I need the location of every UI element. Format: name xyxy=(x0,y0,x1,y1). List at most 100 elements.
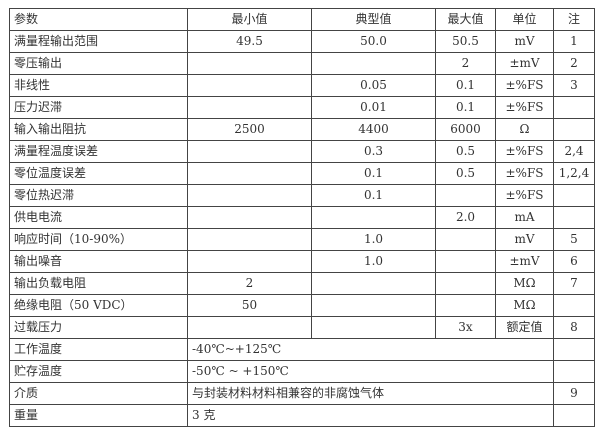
cell-max: 2.0 xyxy=(435,206,496,229)
table-row: 输入输出阻抗 2500 4400 6000 Ω xyxy=(9,118,595,141)
cell-param: 工作温度 xyxy=(9,338,188,361)
header-row: 参数 最小值 典型值 最大值 单位注 xyxy=(9,8,595,31)
table-row: 零位热迟滞 0.1 ±%FS xyxy=(9,184,595,207)
cell-param: 零位热迟滞 xyxy=(9,184,188,207)
cell-note: 2,4 xyxy=(553,140,595,163)
cell-note: 9 xyxy=(553,382,595,405)
cell-typ: 1.0 xyxy=(311,250,436,273)
cell-param: 贮存温度 xyxy=(9,360,188,383)
cell-typ xyxy=(311,272,436,295)
cell-min xyxy=(187,206,312,229)
cell-param: 满量程输出范围 xyxy=(9,30,188,53)
cell-typ: 0.01 xyxy=(311,96,436,119)
cell-max xyxy=(435,184,496,207)
cell-unit: mV xyxy=(495,228,554,251)
cell-note: 7 xyxy=(553,272,595,295)
header-note: 注 xyxy=(553,8,595,31)
cell-note: 8 xyxy=(553,316,595,339)
spec-table: 参数 最小值 典型值 最大值 单位注满量程输出范围 49.5 50.0 50.5 mV 1 零压输出… xyxy=(9,8,595,427)
header-param: 参数 xyxy=(9,8,188,31)
cell-note xyxy=(553,404,595,427)
cell-min: 50 xyxy=(187,294,312,317)
cell-note xyxy=(553,294,595,317)
table-row: 介质 与封装材料材料相兼容的非腐蚀气体 9 xyxy=(9,382,595,405)
cell-typ: 0.1 xyxy=(311,162,436,185)
cell-param: 输入输出阻抗 xyxy=(9,118,188,141)
table-row: 零压输出 2 ±mV 2 xyxy=(9,52,595,75)
table-row: 工作温度 -40℃~+125℃ xyxy=(9,338,595,361)
cell-max: 50.5 xyxy=(435,30,496,53)
cell-typ xyxy=(311,294,436,317)
cell-max: 0.5 xyxy=(435,140,496,163)
table-row: 过载压力 3x 额定值 8 xyxy=(9,316,595,339)
header-min: 最小值 xyxy=(187,8,312,31)
cell-unit: ±mV xyxy=(495,250,554,273)
cell-max xyxy=(435,294,496,317)
cell-note xyxy=(553,338,595,361)
cell-max: 3x xyxy=(435,316,496,339)
cell-note xyxy=(553,184,595,207)
cell-unit: 额定值 xyxy=(495,316,554,339)
cell-note xyxy=(553,206,595,229)
cell-max: 2 xyxy=(435,52,496,75)
cell-note: 3 xyxy=(553,74,595,97)
cell-param: 介质 xyxy=(9,382,188,405)
cell-param: 满量程温度误差 xyxy=(9,140,188,163)
cell-param: 压力迟滞 xyxy=(9,96,188,119)
cell-unit: MΩ xyxy=(495,272,554,295)
cell-param: 非线性 xyxy=(9,74,188,97)
cell-typ: 4400 xyxy=(311,118,436,141)
cell-typ: 0.3 xyxy=(311,140,436,163)
table-row: 供电电流 2.0 mA xyxy=(9,206,595,229)
cell-param: 过载压力 xyxy=(9,316,188,339)
cell-max: 6000 xyxy=(435,118,496,141)
cell-note xyxy=(553,118,595,141)
header-max: 最大值 xyxy=(435,8,496,31)
cell-unit: ±%FS xyxy=(495,140,554,163)
table-row: 满量程输出范围 49.5 50.0 50.5 mV 1 xyxy=(9,30,595,53)
cell-min: 2 xyxy=(187,272,312,295)
cell-min xyxy=(187,140,312,163)
cell-unit: mA xyxy=(495,206,554,229)
table-row: 满量程温度误差 0.3 0.5 ±%FS 2,4 xyxy=(9,140,595,163)
table-row: 输出负载电阻 2 MΩ 7 xyxy=(9,272,595,295)
cell-value: 与封装材料材料相兼容的非腐蚀气体 xyxy=(187,382,554,405)
cell-typ: 50.0 xyxy=(311,30,436,53)
cell-unit: ±%FS xyxy=(495,162,554,185)
cell-note: 2 xyxy=(553,52,595,75)
cell-typ: 0.05 xyxy=(311,74,436,97)
cell-max: 0.1 xyxy=(435,96,496,119)
cell-min: 49.5 xyxy=(187,30,312,53)
header-unit: 单位 xyxy=(495,8,554,31)
table-row: 绝缘电阻（50 VDC） 50 MΩ xyxy=(9,294,595,317)
table-row: 响应时间（10-90%） 1.0 mV 5 xyxy=(9,228,595,251)
table-row: 非线性 0.05 0.1 ±%FS 3 xyxy=(9,74,595,97)
table-row: 零位温度误差 0.1 0.5 ±%FS 1,2,4 xyxy=(9,162,595,185)
header-typ: 典型值 xyxy=(311,8,436,31)
cell-param: 响应时间（10-90%） xyxy=(9,228,188,251)
cell-param: 零压输出 xyxy=(9,52,188,75)
cell-value: -50℃ ~ +150℃ xyxy=(187,360,554,383)
cell-unit: Ω xyxy=(495,118,554,141)
cell-unit: ±%FS xyxy=(495,96,554,119)
cell-min xyxy=(187,74,312,97)
cell-min xyxy=(187,96,312,119)
cell-note xyxy=(553,360,595,383)
cell-min xyxy=(187,162,312,185)
cell-typ: 0.1 xyxy=(311,184,436,207)
cell-max xyxy=(435,250,496,273)
cell-note: 5 xyxy=(553,228,595,251)
cell-typ xyxy=(311,316,436,339)
cell-note: 1 xyxy=(553,30,595,53)
cell-note xyxy=(553,96,595,119)
table-row: 输出噪音 1.0 ±mV 6 xyxy=(9,250,595,273)
cell-min xyxy=(187,228,312,251)
table-row: 重量 3 克 xyxy=(9,404,595,427)
table-row: 贮存温度 -50℃ ~ +150℃ xyxy=(9,360,595,383)
cell-note: 6 xyxy=(553,250,595,273)
cell-max: 0.1 xyxy=(435,74,496,97)
cell-max xyxy=(435,228,496,251)
cell-typ xyxy=(311,206,436,229)
cell-min xyxy=(187,250,312,273)
cell-typ xyxy=(311,52,436,75)
